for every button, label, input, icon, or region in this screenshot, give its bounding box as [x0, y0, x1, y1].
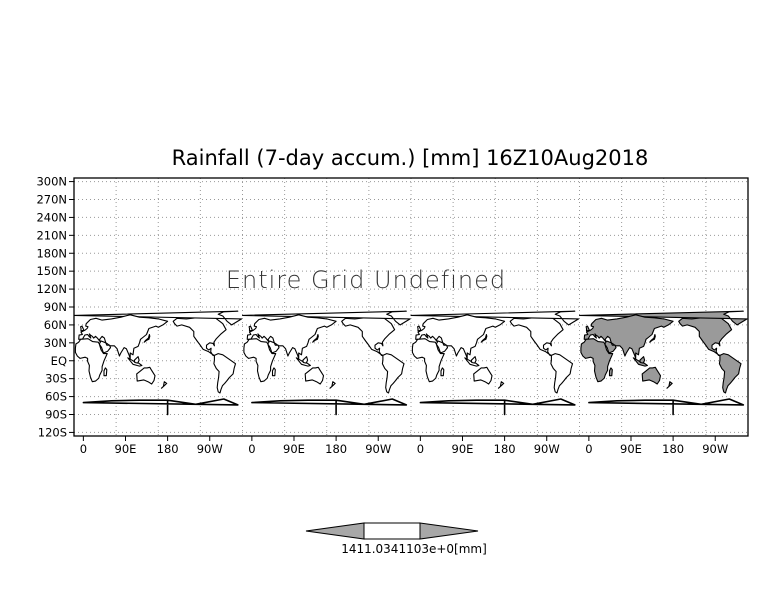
continent-australia [136, 366, 156, 385]
x-tick-label: 0 [80, 442, 87, 456]
x-tick-label: 180 [157, 442, 179, 456]
continent-greenland [578, 310, 748, 326]
continent-madagascar [440, 367, 445, 377]
colorbar-right-arrow [419, 522, 479, 540]
continent-north-america [341, 316, 396, 357]
y-tick-label: 90N [44, 300, 67, 314]
y-tick-label: 120N [36, 282, 67, 296]
y-axis-latitude-ticks: 300N 270N 240N 210N 180N 150N 120N 90N 60N 30N EQ 3… [36, 175, 74, 439]
continent-eurasia [246, 314, 337, 360]
y-tick-label: 90S [45, 408, 67, 422]
continent-north-america [172, 316, 227, 357]
continent-british-isles [248, 325, 253, 332]
y-tick-label: 150N [36, 264, 67, 278]
x-tick-label: 90W [197, 442, 223, 456]
continent-borneo [133, 356, 140, 364]
x-tick-label: 180 [325, 442, 347, 456]
x-tick-label: 90E [283, 442, 305, 456]
continent-new-zealand [329, 381, 336, 389]
continent-antarctica [588, 398, 745, 416]
x-tick-label: 90E [452, 442, 474, 456]
x-tick-label: 90E [620, 442, 642, 456]
continent-africa [74, 338, 108, 383]
continent-south-america [550, 353, 574, 394]
continent-arabia [604, 340, 617, 354]
continent-antarctica [82, 398, 239, 416]
continent-africa [580, 338, 614, 383]
map-plot-area: 300N 270N 240N 210N 180N 150N 120N 90N 60N 30N EQ 3… [36, 175, 749, 456]
continent-eurasia [415, 314, 506, 360]
y-tick-label: 180N [36, 246, 67, 260]
continent-british-isles [80, 325, 85, 332]
continent-south-america [718, 353, 742, 394]
continent-greenland [410, 310, 580, 326]
continent-new-zealand [160, 381, 168, 389]
undefined-grid-message: Entire Grid Undefined [226, 266, 506, 294]
y-tick-label: 270N [36, 193, 67, 207]
colorbar: 1411.0341103e+0[mm] [305, 522, 487, 556]
x-tick-label: 0 [248, 442, 255, 456]
continent-japan [649, 333, 656, 343]
continent-australia [473, 366, 493, 385]
x-tick-label: 0 [417, 442, 424, 456]
continent-australia [304, 366, 325, 385]
continent-new-zealand [666, 381, 673, 389]
continent-madagascar [103, 367, 108, 377]
continent-north-america [678, 316, 733, 357]
continent-antarctica [419, 398, 576, 416]
continent-africa [243, 338, 277, 383]
x-axis-longitude-ticks: 0 90E 180 90W 0 90E 180 90W 0 90E 180 90W 0 90E 180 90W [80, 436, 728, 456]
colorbar-left-arrow [305, 522, 365, 540]
x-tick-label: 90W [365, 442, 391, 456]
continent-japan [312, 333, 319, 343]
continent-british-isles [585, 325, 590, 332]
continent-eurasia [583, 314, 674, 360]
y-tick-label: 30N [44, 336, 67, 350]
continent-greenland [241, 310, 411, 326]
continent-south-america [381, 353, 405, 394]
colorbar-label: 1411.0341103e+0[mm] [341, 542, 487, 556]
continent-arabia [267, 340, 280, 354]
colorbar-box [363, 522, 421, 540]
x-tick-label: 0 [585, 442, 592, 456]
x-tick-label: 180 [494, 442, 516, 456]
continent-arabia [435, 340, 449, 354]
continent-japan [143, 333, 151, 343]
y-tick-label: 60S [45, 390, 67, 404]
y-tick-label: 120S [38, 425, 67, 439]
continent-greenland [73, 310, 243, 326]
continent-japan [480, 333, 488, 343]
x-tick-label: 90W [534, 442, 560, 456]
x-tick-label: 180 [662, 442, 684, 456]
x-tick-label: 90E [115, 442, 137, 456]
continent-borneo [639, 356, 646, 364]
continent-australia [641, 366, 662, 385]
continent-africa [411, 338, 445, 383]
y-tick-label: 300N [36, 175, 67, 189]
continent-madagascar [271, 367, 276, 377]
continent-south-america [213, 353, 237, 394]
continent-madagascar [608, 367, 613, 377]
x-tick-label: 90W [702, 442, 728, 456]
y-tick-label: 60N [44, 318, 67, 332]
y-tick-label: 240N [36, 210, 67, 224]
continent-borneo [302, 356, 309, 364]
continent-new-zealand [497, 381, 505, 389]
y-tick-label: 210N [36, 228, 67, 242]
continent-antarctica [251, 398, 408, 416]
y-tick-label: EQ [51, 354, 67, 368]
continent-north-america [509, 316, 564, 357]
continent-british-isles [417, 325, 422, 332]
map-title: Rainfall (7-day accum.) [mm] 16Z10Aug201… [172, 146, 649, 170]
continent-arabia [98, 340, 112, 354]
continent-eurasia [78, 314, 169, 360]
y-tick-label: 30S [45, 372, 67, 386]
continent-borneo [470, 356, 477, 364]
world-continents [73, 310, 748, 416]
